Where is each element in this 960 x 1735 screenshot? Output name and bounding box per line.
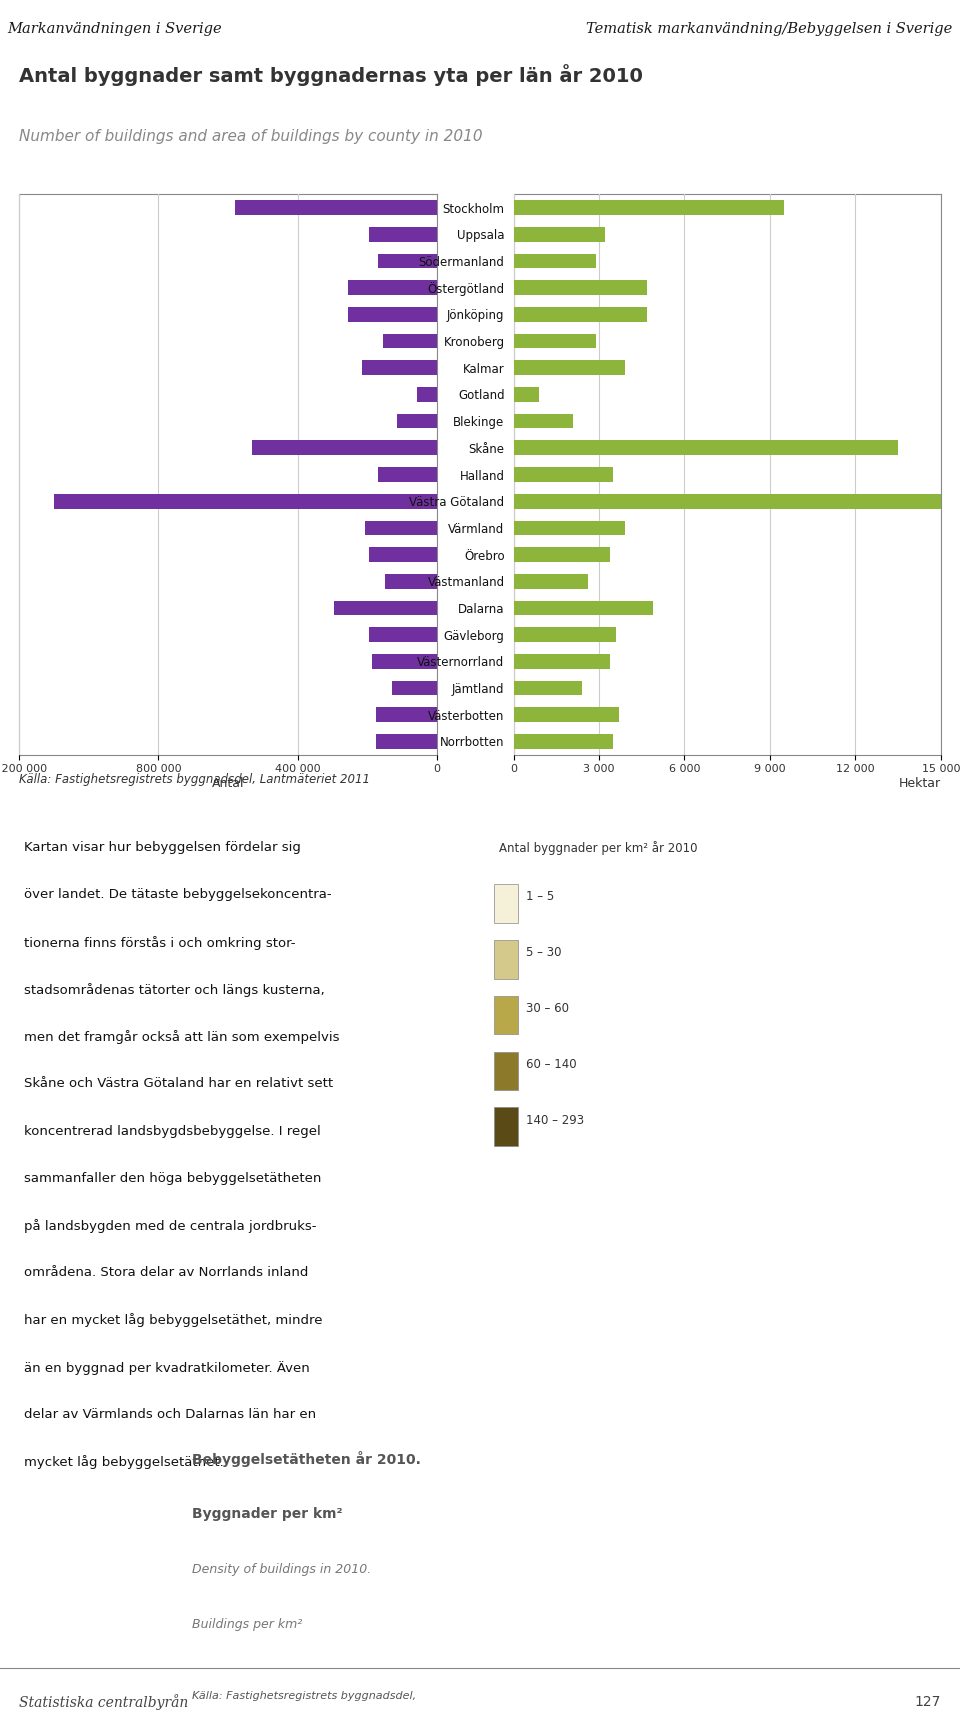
Text: koncentrerad landsbygdsbebyggelse. I regel: koncentrerad landsbygdsbebyggelse. I reg… [24,1124,321,1138]
Bar [334,600,437,616]
Text: men det framgår också att län som exempelvis: men det framgår också att län som exempe… [24,1031,340,1044]
Text: Bebyggelsetätheten år 2010.: Bebyggelsetätheten år 2010. [192,1450,420,1466]
Bar [514,387,540,403]
Bar [514,734,613,750]
Bar [514,547,611,562]
Bar [376,708,437,722]
Text: Källa: Fastighetsregistrets byggnadsdel, Lantmäteriet 2011: Källa: Fastighetsregistrets byggnadsdel,… [19,774,371,786]
Bar [514,307,647,321]
Bar [369,227,437,241]
Bar [392,680,437,696]
Bar [514,441,898,455]
Bar [514,415,573,429]
Text: Tematisk markanvändning/Bebyggelsen i Sverige: Tematisk markanvändning/Bebyggelsen i Sv… [586,23,952,36]
Text: Byggnader per km²: Byggnader per km² [192,1506,343,1520]
Text: än en byggnad per kvadratkilometer. Även: än en byggnad per kvadratkilometer. Även [24,1360,310,1374]
Bar [514,600,653,616]
Bar [514,253,596,269]
Text: Kartan visar hur bebyggelsen fördelar sig: Kartan visar hur bebyggelsen fördelar si… [24,841,300,854]
Bar [369,547,437,562]
Text: 30 – 60: 30 – 60 [526,1003,569,1015]
Bar [514,654,611,668]
X-axis label: Hektar: Hektar [899,777,941,789]
Text: Density of buildings in 2010.: Density of buildings in 2010. [192,1563,372,1575]
Bar [514,333,596,349]
Bar [348,307,437,321]
Bar [376,734,437,750]
Text: 1 – 5: 1 – 5 [526,890,554,904]
Bar [514,467,613,482]
Bar [54,494,437,508]
Bar [372,654,437,668]
Text: Buildings per km²: Buildings per km² [192,1619,302,1631]
Bar [514,628,616,642]
Text: Statistiska centralbyrån: Statistiska centralbyrån [19,1693,188,1711]
Text: områdena. Stora delar av Norrlands inland: områdena. Stora delar av Norrlands inlan… [24,1267,308,1279]
Bar [377,467,437,482]
Text: sammanfaller den höga bebyggelsetätheten: sammanfaller den höga bebyggelsetätheten [24,1171,322,1185]
Text: 140 – 293: 140 – 293 [526,1114,585,1126]
Bar [514,494,947,508]
Text: 60 – 140: 60 – 140 [526,1058,577,1070]
FancyBboxPatch shape [494,1107,518,1147]
Text: Antal byggnader samt byggnadernas yta per län år 2010: Antal byggnader samt byggnadernas yta pe… [19,64,643,87]
Bar [235,200,437,215]
Text: Källa: Fastighetsregistrets byggnadsdel,: Källa: Fastighetsregistrets byggnadsdel, [192,1692,416,1702]
FancyBboxPatch shape [494,1051,518,1090]
X-axis label: Antal: Antal [212,777,244,789]
Text: mycket låg bebyggelsetäthet.: mycket låg bebyggelsetäthet. [24,1456,224,1470]
FancyBboxPatch shape [494,940,518,979]
Bar [377,253,437,269]
Text: 127: 127 [915,1695,941,1709]
Text: tionerna finns förstås i och omkring stor-: tionerna finns förstås i och omkring sto… [24,935,296,949]
Bar [514,361,625,375]
Bar [252,441,437,455]
Bar [514,281,647,295]
Bar [366,520,437,534]
Bar [396,415,437,429]
FancyBboxPatch shape [494,996,518,1034]
Text: Antal byggnader per km² år 2010: Antal byggnader per km² år 2010 [499,841,698,855]
Bar [385,574,437,588]
Bar [514,680,582,696]
Text: på landsbygden med de centrala jordbruks-: på landsbygden med de centrala jordbruks… [24,1220,317,1234]
Text: Number of buildings and area of buildings by county in 2010: Number of buildings and area of building… [19,128,483,144]
Text: stadsområdenas tätorter och längs kusterna,: stadsområdenas tätorter och längs kuster… [24,982,324,998]
Bar [383,333,437,349]
Text: 5 – 30: 5 – 30 [526,946,562,959]
Text: Markanvändningen i Sverige: Markanvändningen i Sverige [8,23,223,36]
Bar [514,708,619,722]
Bar [514,520,625,534]
Bar [514,200,784,215]
Bar [369,628,437,642]
Bar [514,574,588,588]
Text: delar av Värmlands och Dalarnas län har en: delar av Värmlands och Dalarnas län har … [24,1409,316,1421]
FancyBboxPatch shape [494,885,518,923]
Bar [362,361,437,375]
Text: Skåne och Västra Götaland har en relativt sett: Skåne och Västra Götaland har en relativ… [24,1077,333,1090]
Text: över landet. De tätaste bebyggelsekoncentra-: över landet. De tätaste bebyggelsekoncen… [24,888,331,902]
Bar [417,387,437,403]
Bar [348,281,437,295]
Text: har en mycket låg bebyggelsetäthet, mindre: har en mycket låg bebyggelsetäthet, mind… [24,1313,323,1327]
Bar [514,227,605,241]
